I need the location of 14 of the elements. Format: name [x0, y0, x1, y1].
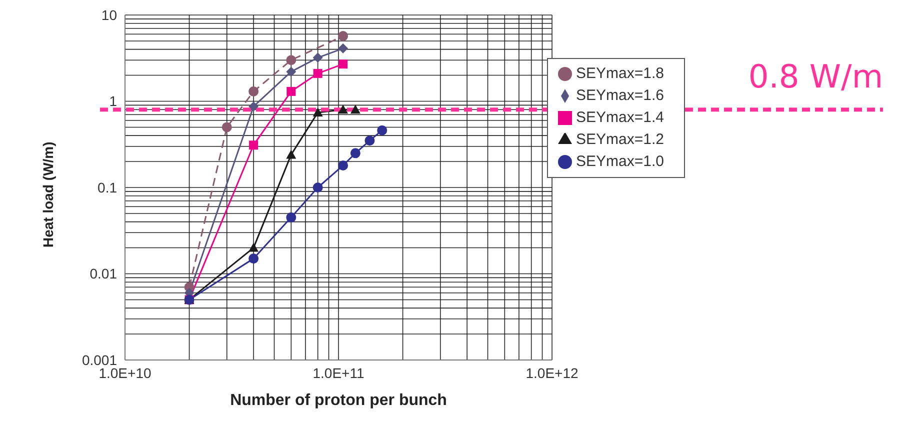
y-tick-label: 0.01 [90, 266, 118, 282]
x-axis-title: Number of proton per bunch [230, 392, 447, 409]
x-tick-label: 1.0E+12 [526, 364, 579, 381]
legend-label: SEYmax=1.6 [576, 87, 664, 104]
legend-label: SEYmax=1.4 [576, 109, 664, 126]
legend-label: SEYmax=1.8 [576, 65, 664, 82]
legend-label: SEYmax=1.0 [576, 153, 664, 170]
legend-label: SEYmax=1.2 [576, 131, 664, 148]
y-tick-label: 0.1 [98, 179, 118, 196]
ref-line-label: 0.8 W/m [748, 58, 883, 96]
y-axis-title: Heat load (W/m) [40, 142, 56, 248]
x-tick-label: 1.0E+11 [312, 364, 364, 381]
y-tick-label: 1 [109, 93, 118, 110]
y-tick-label: 10 [101, 6, 118, 23]
